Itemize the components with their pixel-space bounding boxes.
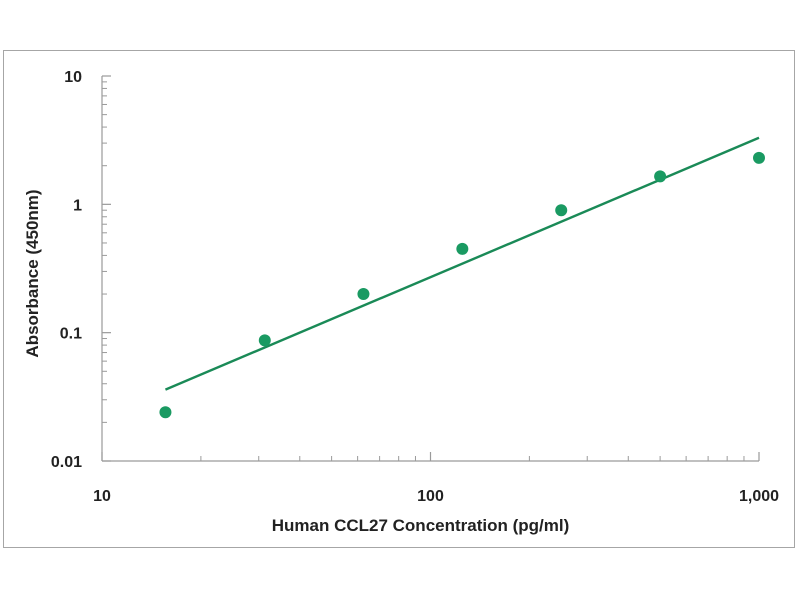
y-tick-labels: 0.01 0.1 1 10 (51, 69, 82, 471)
y-tick-label: 10 (64, 69, 82, 86)
x-axis-label: Human CCL27 Concentration (pg/ml) (272, 516, 570, 535)
y-tick-label: 1 (73, 197, 82, 214)
minor-ticks (102, 81, 745, 461)
y-axis-label: Absorbance (450nm) (23, 189, 42, 357)
data-point (654, 170, 667, 183)
y-tick-label: 0.01 (51, 454, 82, 471)
data-point (753, 151, 765, 164)
calibration-curve-chart: 0.01 0.1 1 10 10 100 1,000 Human CCL27 Concen… (23, 69, 779, 535)
x-tick-labels: 10 100 1,000 (93, 488, 779, 505)
y-tick-label: 0.1 (60, 326, 82, 343)
x-tick-label: 1,000 (739, 488, 779, 505)
points-layer (159, 151, 765, 419)
axes (101, 75, 760, 462)
x-tick-label: 10 (93, 488, 111, 505)
data-point (159, 406, 172, 419)
chart-frame: 0.01 0.1 1 10 10 100 1,000 Human CCL27 Concen… (3, 50, 795, 548)
data-point (456, 242, 469, 255)
x-tick-label: 100 (417, 488, 444, 505)
data-point (258, 334, 271, 347)
data-point (357, 288, 370, 301)
data-point (555, 204, 568, 217)
fit-line (164, 136, 760, 391)
fit-line-layer (164, 136, 760, 391)
